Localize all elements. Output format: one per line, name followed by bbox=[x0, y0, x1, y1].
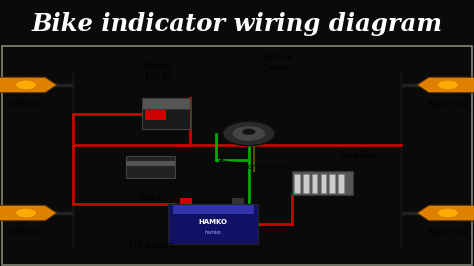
Bar bbox=[294, 174, 300, 193]
Bar bbox=[303, 174, 309, 193]
Bar bbox=[329, 174, 335, 193]
Circle shape bbox=[16, 80, 36, 90]
Circle shape bbox=[438, 80, 458, 90]
Circle shape bbox=[16, 208, 36, 218]
Text: Ignition
Switch: Ignition Switch bbox=[263, 53, 292, 73]
Text: HAMKO: HAMKO bbox=[199, 219, 228, 225]
Bar bbox=[126, 156, 175, 178]
Text: For Other Use: For Other Use bbox=[219, 160, 292, 170]
Bar bbox=[232, 198, 244, 204]
Polygon shape bbox=[0, 205, 57, 221]
Polygon shape bbox=[417, 77, 474, 93]
Bar bbox=[145, 109, 166, 120]
Text: Left Side: Left Side bbox=[9, 100, 43, 109]
Text: Right Side: Right Side bbox=[428, 228, 468, 237]
Circle shape bbox=[232, 126, 266, 142]
Circle shape bbox=[242, 129, 255, 135]
Text: Switch: Switch bbox=[138, 193, 164, 202]
Bar bbox=[338, 174, 344, 193]
Circle shape bbox=[438, 208, 458, 218]
Bar bbox=[142, 98, 190, 109]
Bar bbox=[142, 98, 190, 129]
Text: Left Side: Left Side bbox=[9, 228, 43, 237]
Bar bbox=[168, 204, 258, 244]
Polygon shape bbox=[0, 77, 57, 93]
Text: Fuse Box: Fuse Box bbox=[341, 151, 375, 160]
Bar bbox=[126, 161, 175, 165]
Polygon shape bbox=[417, 205, 474, 221]
Bar bbox=[312, 174, 318, 193]
Bar bbox=[292, 171, 353, 195]
Circle shape bbox=[223, 121, 275, 146]
Bar bbox=[173, 205, 254, 214]
Text: 12V Battery: 12V Battery bbox=[128, 241, 173, 250]
Text: Flasher
12V DC: Flasher 12V DC bbox=[145, 62, 173, 82]
Bar bbox=[180, 198, 192, 204]
Text: hamko: hamko bbox=[205, 230, 222, 235]
Bar bbox=[320, 174, 326, 193]
Text: Right Side: Right Side bbox=[428, 100, 468, 109]
Text: Bike indicator wiring diagram: Bike indicator wiring diagram bbox=[31, 11, 443, 36]
